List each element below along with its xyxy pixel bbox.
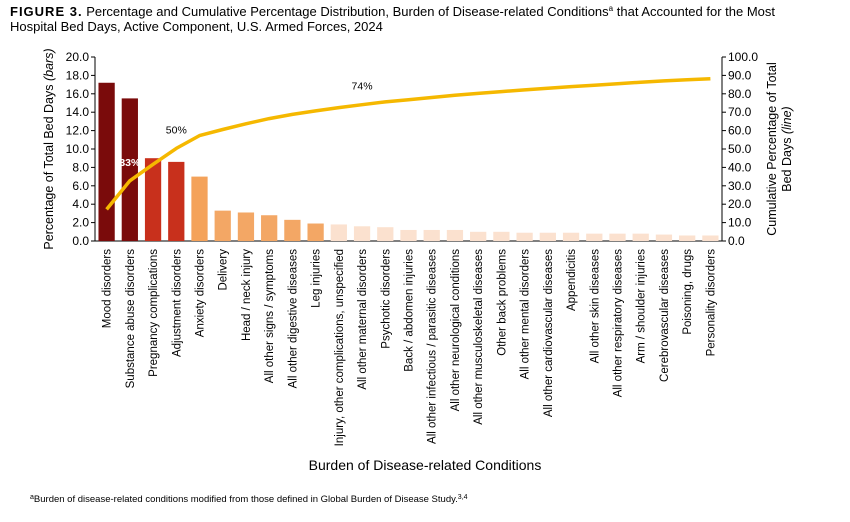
x-tick-label: All other cardiovascular diseases [543,249,555,417]
y2-tick-label: 80.0 [728,87,752,101]
x-tick-label: All other musculoskeletal diseases [473,249,485,425]
bar [586,233,603,241]
bar [261,215,278,241]
y2-tick-label: 10.0 [728,216,752,230]
y2-axis-title-2: Bed Days (line) [780,106,794,191]
x-tick-label: Mood disorders [102,249,114,329]
y2-tick-label: 60.0 [728,124,752,138]
x-tick-label: Injury, other complications, unspecified [334,249,346,446]
bar [493,231,510,241]
x-tick-label: All other mental disorders [520,249,532,380]
footnote-text: Burden of disease-related conditions mod… [34,494,458,505]
x-tick-label: Delivery [218,249,230,291]
y2-tick-label: 40.0 [728,160,752,174]
bar [121,98,138,242]
footnote-ref: 3,4 [458,494,468,501]
y-tick-label: 0.0 [72,234,89,248]
figure-label: FIGURE 3. [10,4,83,19]
bar [284,219,301,241]
bar [98,82,115,241]
title-sup: a [609,4,614,13]
chart-title-line2: Hospital Bed Days, Active Component, U.S… [10,19,383,34]
y-axis-title-note: (bars) [42,48,56,81]
bar [307,223,324,241]
x-tick-label: All other skin diseases [589,249,601,364]
bar [144,158,162,241]
bar [609,233,626,241]
x-axis-title: Burden of Disease-related Conditions [309,457,542,473]
bar [632,233,649,241]
bar [353,226,371,241]
bar [168,161,185,241]
y-tick-label: 2.0 [72,216,89,230]
y-axis-title: Percentage of Total Bed Days (bars) [42,48,56,249]
bar [539,232,556,241]
x-tick-label: Leg injuries [311,249,323,308]
x-tick-label: Poisoning, drugs [682,249,694,335]
bar [191,176,208,241]
y2-tick-label: 100.0 [728,50,758,64]
y-tick-label: 4.0 [72,197,89,211]
bar [470,231,487,241]
y-tick-label: 12.0 [66,124,90,138]
chart-title: FIGURE 3. Percentage and Cumulative Perc… [10,0,775,19]
bar [237,212,255,241]
x-tick-label: Pregnancy complications [148,249,160,377]
bar [562,232,580,241]
title-rest: that Accounted for the Most [617,4,776,19]
y-tick-label: 16.0 [66,87,90,101]
line-value-label: 33% [119,157,141,169]
line-value-label: 50% [166,124,187,136]
y2-axis-title-note: (line) [780,106,794,134]
x-tick-label: Substance abuse disorders [125,249,137,389]
y2-tick-label: 20.0 [728,197,752,211]
bar [516,232,533,241]
x-tick-label: Cerebrovascular diseases [659,249,671,382]
bar [330,224,347,241]
bar [400,229,417,241]
x-tick-label: All other signs / symptoms [264,249,276,383]
bar [377,227,394,241]
x-tick-label: All other infectious / parasitic disease… [427,249,439,444]
bar [702,235,719,241]
title-text: Percentage and Cumulative Percentage Dis… [86,4,609,19]
y2-axis-title-text: Bed Days [780,138,794,192]
x-tick-label: Adjustment disorders [171,249,183,357]
bar [679,235,696,241]
x-tick-label: Psychotic disorders [380,249,392,349]
x-tick-label: Arm / shoulder injuries [636,249,648,364]
x-tick-label: All other neurological conditions [450,249,462,412]
y-tick-label: 10.0 [66,142,90,156]
x-tick-label: Head / neck injury [241,249,253,341]
y2-tick-label: 0.0 [728,234,745,248]
y-axis-title-text: Percentage of Total Bed Days [42,84,56,249]
x-tick-label: All other respiratory diseases [613,249,625,398]
bar [214,210,231,241]
bar [655,234,673,241]
x-tick-label: Back / abdomen injuries [404,249,416,372]
y-tick-label: 18.0 [66,68,90,82]
x-tick-label: Other back problems [496,249,508,356]
footnote-sup: a [30,494,34,501]
cumulative-line [105,76,711,211]
y-tick-label: 20.0 [66,50,90,64]
x-tick-label: All other maternal disorders [357,249,369,390]
y2-tick-label: 90.0 [728,68,752,82]
y2-tick-label: 30.0 [728,179,752,193]
y-tick-label: 8.0 [72,160,89,174]
bar [446,229,464,241]
y2-tick-label: 70.0 [728,105,752,119]
line-value-label: 74% [352,81,373,93]
x-tick-label: All other digestive diseases [287,249,299,389]
bar [423,229,440,241]
x-tick-label: Anxiety disorders [195,249,207,337]
footnote: aBurden of disease-related conditions mo… [30,494,468,505]
y2-tick-label: 50.0 [728,142,752,156]
x-tick-label: Personality disorders [705,249,717,357]
x-tick-label: Appendicitis [566,249,578,311]
y-tick-label: 6.0 [72,179,89,193]
y-tick-label: 14.0 [66,105,90,119]
y2-axis-title: Cumulative Percentage of Total [765,62,779,235]
